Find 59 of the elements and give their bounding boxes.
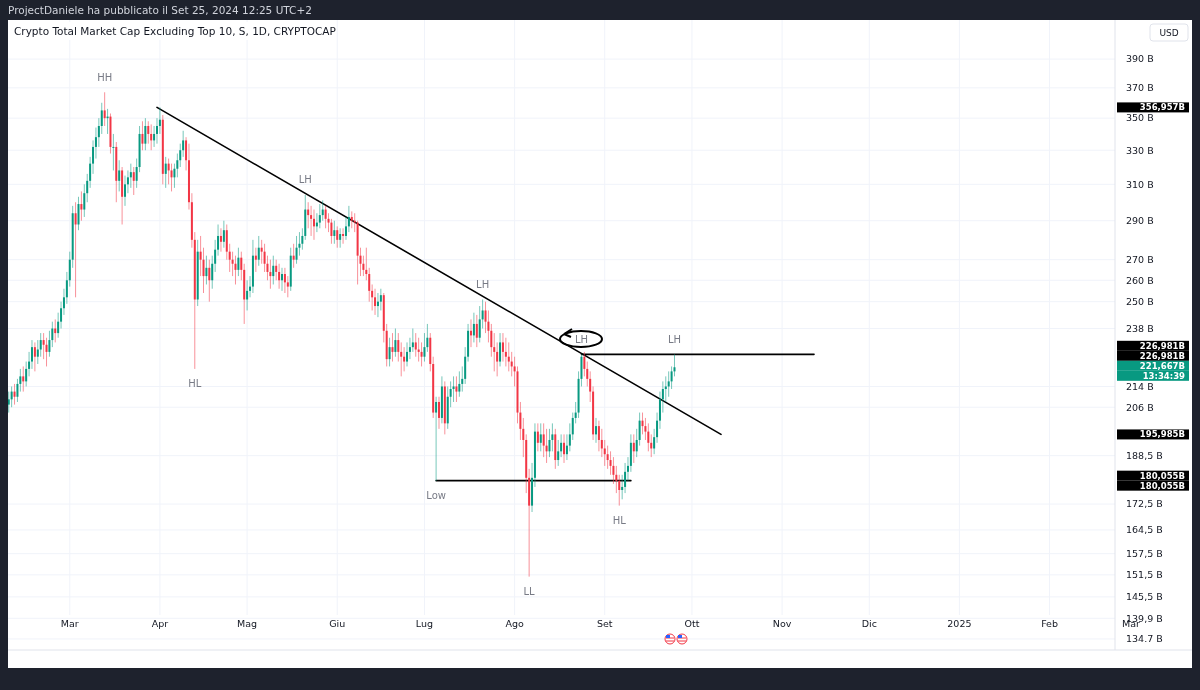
x-tick-label: Feb bbox=[1041, 618, 1058, 629]
y-tick-label: 350 B bbox=[1126, 112, 1154, 124]
y-tick-label: 164,5 B bbox=[1126, 524, 1163, 536]
price-label: 180,055B bbox=[1117, 480, 1189, 491]
x-tick-label: Dic bbox=[861, 618, 877, 629]
y-tick-label: 134.7 B bbox=[1126, 633, 1163, 645]
x-tick-label: Lug bbox=[415, 618, 434, 629]
annotation: Low bbox=[426, 490, 446, 502]
x-tick-label: Mag bbox=[237, 618, 258, 629]
annotation: HL bbox=[188, 378, 202, 390]
annotation: HH bbox=[97, 71, 113, 83]
y-tick-label: 206 B bbox=[1126, 401, 1154, 413]
x-tick-label: Mar bbox=[60, 618, 79, 629]
text: Crypto Total Market Cap Excluding Top 10, S, 1D, CRYPTOCAP bbox=[14, 25, 336, 37]
annotation: LH bbox=[476, 278, 490, 290]
text: ProjectDaniele ha pubblicato il Set 25, 2024 12:25 UTC+2 bbox=[8, 4, 312, 16]
x-tick-label: Set bbox=[596, 618, 613, 629]
annotation: LL bbox=[523, 586, 536, 598]
annotation: 13:34:39 bbox=[1142, 370, 1186, 381]
price-label: 180,055B bbox=[1117, 470, 1189, 481]
annotation: LH bbox=[574, 333, 589, 345]
y-tick-label: 390 B bbox=[1126, 53, 1154, 65]
y-tick-label: 145,5 B bbox=[1126, 591, 1163, 603]
x-tick-label: Nov bbox=[772, 618, 792, 629]
annotation: LH bbox=[667, 333, 682, 345]
annotation: HL bbox=[612, 515, 627, 527]
y-tick-label: 188,5 B bbox=[1126, 449, 1163, 461]
y-tick-label: 172,5 B bbox=[1126, 498, 1163, 510]
y-tick-label: 260 B bbox=[1126, 274, 1154, 286]
y-tick-label: 330 B bbox=[1126, 144, 1154, 156]
y-tick-label: 238 B bbox=[1126, 322, 1154, 334]
price-label: 195,985B bbox=[1117, 429, 1189, 440]
price-label: 221,667B bbox=[1117, 360, 1189, 371]
y-tick-label: 151,5 B bbox=[1126, 569, 1163, 581]
y-tick-label: 310 B bbox=[1126, 178, 1154, 190]
annotation: 226,981B bbox=[1139, 350, 1185, 361]
annotation: 180,055B bbox=[1139, 480, 1185, 491]
annotation: 180,055B bbox=[1139, 470, 1185, 481]
annotation: 221,667B bbox=[1139, 360, 1185, 371]
x-tick-label: 2025 bbox=[947, 618, 972, 629]
annotation: 356,957B bbox=[1139, 102, 1185, 113]
y-axis-title: USD bbox=[1159, 28, 1179, 38]
annotation: 226,981B bbox=[1139, 340, 1185, 351]
y-tick-label: 370 B bbox=[1126, 82, 1154, 94]
x-tick-label: Ott bbox=[684, 618, 700, 629]
y-tick-label: 270 B bbox=[1126, 254, 1154, 266]
annotation: 195,985B bbox=[1139, 429, 1185, 440]
x-tick-label: Giu bbox=[329, 618, 346, 629]
price-label: 226,981B bbox=[1117, 350, 1189, 361]
x-tick-label: Ago bbox=[505, 618, 524, 629]
y-tick-label: 214 B bbox=[1126, 380, 1154, 392]
price-label: 13:34:39 bbox=[1117, 370, 1189, 381]
price-label: 356,957B bbox=[1117, 102, 1189, 113]
x-tick-label: Apr bbox=[151, 618, 169, 629]
price-label: 226,981B bbox=[1117, 340, 1189, 351]
y-tick-label: 157,5 B bbox=[1126, 547, 1163, 559]
y-tick-label: 290 B bbox=[1126, 215, 1154, 227]
y-tick-label: 250 B bbox=[1126, 295, 1154, 307]
annotation: LH bbox=[298, 174, 312, 186]
